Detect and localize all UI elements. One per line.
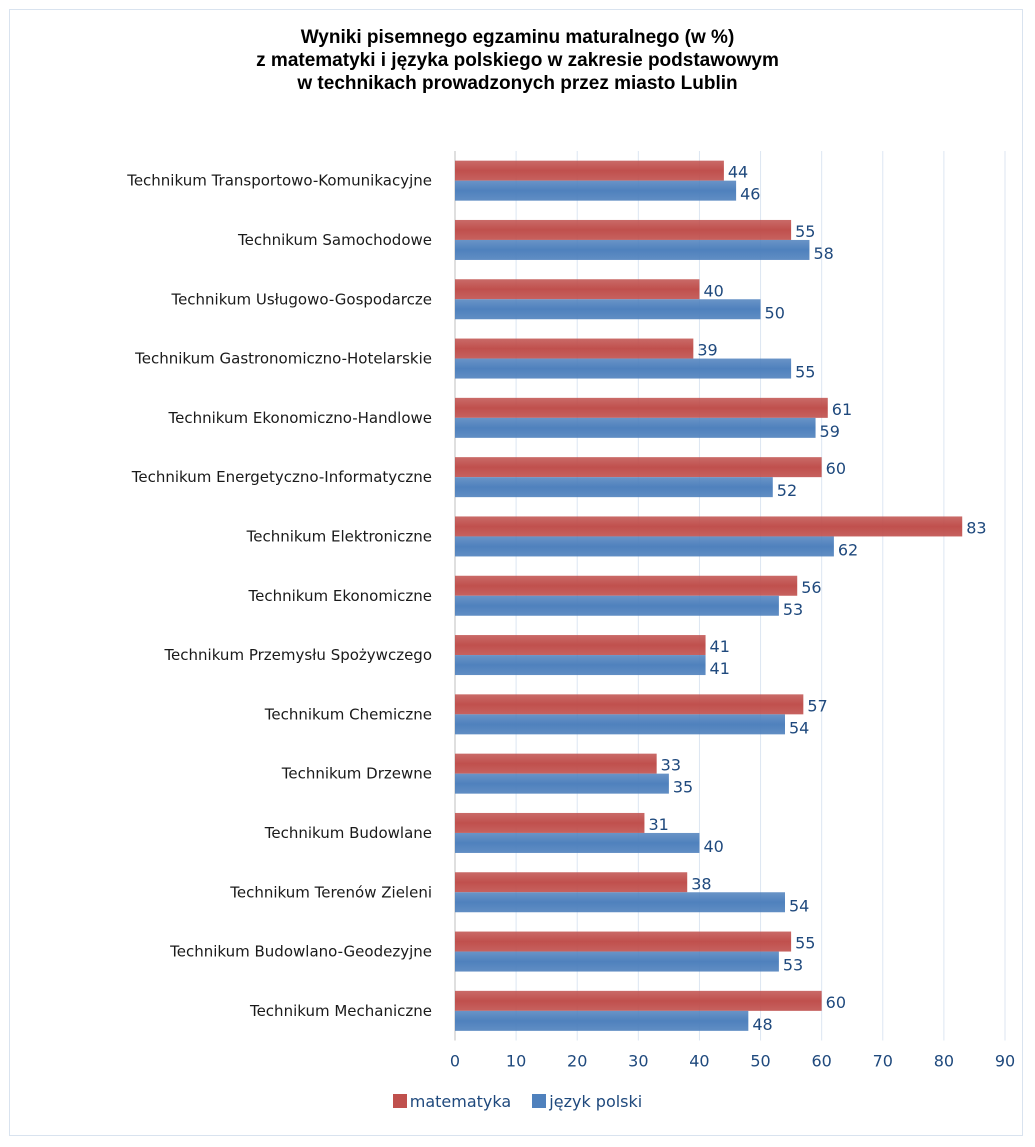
category-label: Technikum Usługowo-Gospodarcze bbox=[170, 290, 432, 308]
legend-item-matematyka[interactable]: matematyka bbox=[392, 1092, 512, 1111]
legend-swatch-matematyka bbox=[392, 1094, 407, 1108]
bar-jezyk-polski[interactable] bbox=[455, 180, 737, 201]
category-label: Technikum Gastronomiczno-Hotelarskie bbox=[134, 350, 432, 368]
data-label: 40 bbox=[703, 837, 723, 856]
category-label: Technikum Samochodowe bbox=[237, 231, 432, 249]
data-label: 38 bbox=[691, 874, 711, 893]
bar-matematyka[interactable] bbox=[455, 753, 657, 774]
bar-jezyk-polski[interactable] bbox=[455, 892, 785, 913]
bar-jezyk-polski[interactable] bbox=[455, 714, 785, 735]
x-tick-label: 50 bbox=[750, 1052, 770, 1071]
data-label: 41 bbox=[710, 637, 730, 656]
data-label: 41 bbox=[710, 659, 730, 678]
bar-matematyka[interactable] bbox=[455, 931, 792, 952]
data-label: 46 bbox=[740, 185, 760, 204]
x-tick-label: 0 bbox=[450, 1052, 460, 1071]
category-label: Technikum Chemiczne bbox=[264, 705, 432, 723]
bar-jezyk-polski[interactable] bbox=[455, 417, 816, 438]
x-tick-label: 60 bbox=[811, 1052, 831, 1071]
category-label: Technikum Transportowo-Komunikacyjne bbox=[126, 172, 432, 190]
category-label: Technikum Energetyczno-Informatyczne bbox=[131, 468, 432, 486]
data-label: 58 bbox=[813, 244, 833, 263]
data-label: 31 bbox=[648, 815, 668, 834]
chart-title-line-3: w technikach prowadzonych przez miasto L… bbox=[297, 73, 738, 94]
chart-title-line-1: Wyniki pisemnego egzaminu maturalnego (w… bbox=[300, 27, 735, 48]
data-label: 54 bbox=[789, 718, 809, 737]
data-label: 52 bbox=[777, 481, 797, 500]
legend-item-jezyk-polski[interactable]: język polski bbox=[532, 1092, 642, 1111]
data-label: 40 bbox=[703, 281, 723, 300]
bar-jezyk-polski[interactable] bbox=[455, 951, 779, 972]
legend-swatch-jezyk-polski bbox=[532, 1094, 547, 1108]
legend: matematyka język polski bbox=[0, 1092, 1035, 1111]
category-label: Technikum Budowlane bbox=[264, 824, 432, 842]
bar-jezyk-polski[interactable] bbox=[455, 358, 792, 379]
data-label: 62 bbox=[838, 540, 858, 559]
data-label: 53 bbox=[783, 600, 803, 619]
chart-title: Wyniki pisemnego egzaminu maturalnego (w… bbox=[0, 26, 1035, 95]
data-label: 55 bbox=[795, 222, 815, 241]
x-tick-label: 40 bbox=[689, 1052, 709, 1071]
bar-jezyk-polski[interactable] bbox=[455, 239, 810, 260]
data-label: 60 bbox=[826, 459, 846, 478]
bar-jezyk-polski[interactable] bbox=[455, 536, 834, 557]
bar-matematyka[interactable] bbox=[455, 812, 645, 833]
data-label: 53 bbox=[783, 956, 803, 975]
x-tick-label: 30 bbox=[628, 1052, 648, 1071]
data-label: 54 bbox=[789, 896, 809, 915]
bar-jezyk-polski[interactable] bbox=[455, 477, 773, 498]
x-tick-label: 90 bbox=[995, 1052, 1015, 1071]
data-label: 55 bbox=[795, 934, 815, 953]
data-label: 55 bbox=[795, 363, 815, 382]
data-label: 35 bbox=[673, 778, 693, 797]
bar-jezyk-polski[interactable] bbox=[455, 299, 761, 320]
labels: 0 10 20 30 40 50 60 70 80 90 Technikum Transportow… bbox=[126, 163, 1015, 1071]
bar-jezyk-polski[interactable] bbox=[455, 773, 669, 794]
data-label: 48 bbox=[752, 1015, 772, 1034]
bar-matematyka[interactable] bbox=[455, 338, 694, 359]
data-label: 83 bbox=[966, 518, 986, 537]
bars bbox=[455, 160, 963, 1031]
bar-jezyk-polski[interactable] bbox=[455, 832, 700, 853]
bar-jezyk-polski[interactable] bbox=[455, 1010, 749, 1031]
bar-matematyka[interactable] bbox=[455, 575, 798, 596]
category-label: Technikum Terenów Zieleni bbox=[229, 883, 432, 901]
x-tick-label: 20 bbox=[567, 1052, 587, 1071]
category-label: Technikum Drzewne bbox=[281, 765, 432, 783]
x-tick-label: 10 bbox=[506, 1052, 526, 1071]
category-label: Technikum Elektroniczne bbox=[246, 527, 432, 545]
data-label: 50 bbox=[765, 303, 785, 322]
x-tick-label: 80 bbox=[934, 1052, 954, 1071]
legend-label-matematyka: matematyka bbox=[409, 1092, 512, 1111]
bar-matematyka[interactable] bbox=[455, 635, 706, 656]
category-label: Technikum Ekonomiczne bbox=[247, 587, 432, 605]
bar-matematyka[interactable] bbox=[455, 516, 963, 537]
bar-jezyk-polski[interactable] bbox=[455, 655, 706, 676]
category-label: Technikum Przemysłu Spożywczego bbox=[163, 646, 432, 664]
bar-matematyka[interactable] bbox=[455, 872, 688, 893]
data-label: 56 bbox=[801, 578, 821, 597]
data-label: 33 bbox=[661, 756, 681, 775]
chart-title-line-2: z matematyki i języka polskiego w zakres… bbox=[256, 50, 779, 71]
bar-matematyka[interactable] bbox=[455, 694, 804, 715]
data-label: 61 bbox=[832, 400, 852, 419]
legend-label-jezyk-polski: język polski bbox=[549, 1092, 643, 1111]
data-label: 44 bbox=[728, 163, 748, 182]
x-tick-label: 70 bbox=[873, 1052, 893, 1071]
data-label: 57 bbox=[807, 696, 827, 715]
category-label: Technikum Budowlano-Geodezyjne bbox=[169, 943, 432, 961]
category-label: Technikum Ekonomiczno-Handlowe bbox=[168, 409, 433, 427]
bar-matematyka[interactable] bbox=[455, 279, 700, 300]
bar-jezyk-polski[interactable] bbox=[455, 595, 779, 616]
data-label: 60 bbox=[826, 993, 846, 1012]
data-label: 59 bbox=[820, 422, 840, 441]
category-label: Technikum Mechaniczne bbox=[249, 1002, 432, 1020]
bar-matematyka[interactable] bbox=[455, 397, 828, 418]
data-label: 39 bbox=[697, 341, 717, 360]
bar-matematyka[interactable] bbox=[455, 160, 724, 181]
bar-matematyka[interactable] bbox=[455, 219, 792, 240]
bar-matematyka[interactable] bbox=[455, 990, 822, 1011]
bar-matematyka[interactable] bbox=[455, 457, 822, 478]
